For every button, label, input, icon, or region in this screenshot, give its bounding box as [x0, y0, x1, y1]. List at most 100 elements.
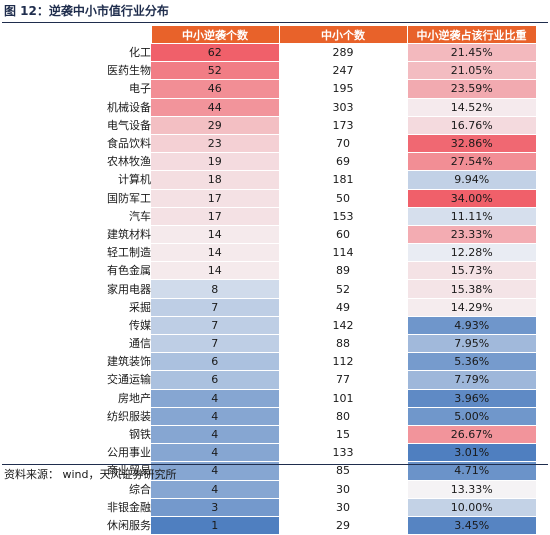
share-cell: 11.11% [407, 207, 536, 226]
industry-cell: 房地产 [30, 389, 151, 408]
count-cell: 7 [151, 298, 279, 317]
industry-cell: 建筑材料 [30, 225, 151, 245]
table-row: 轻工制造 14 114 12.28% [30, 243, 536, 263]
industry-cell: 计算机 [30, 170, 151, 190]
share-cell: 7.95% [407, 334, 536, 354]
share-cell: 34.00% [407, 189, 536, 208]
total-cell: 70 [278, 134, 408, 154]
industry-cell: 汽车 [30, 207, 151, 226]
count-cell: 6 [151, 352, 279, 372]
table-row: 家用电器 8 52 15.38% [30, 279, 536, 299]
count-cell: 4 [151, 461, 279, 481]
total-cell: 30 [278, 480, 408, 499]
table-row: 国防军工 17 50 34.00% [30, 189, 536, 208]
industry-cell: 农林牧渔 [30, 152, 151, 172]
industry-cell: 有色金属 [30, 261, 151, 281]
table-row: 公用事业 4 133 3.01% [30, 443, 536, 463]
industry-cell: 钢铁 [30, 425, 151, 445]
total-cell: 60 [278, 225, 408, 245]
total-cell: 85 [278, 461, 408, 481]
share-cell: 3.45% [407, 516, 536, 535]
share-cell: 5.00% [407, 407, 536, 426]
share-cell: 5.36% [407, 352, 536, 372]
industry-cell: 食品饮料 [30, 134, 151, 154]
header-industry [30, 26, 151, 44]
total-cell: 247 [278, 61, 408, 81]
total-cell: 49 [278, 298, 408, 317]
industry-table: 中小逆袭个数 中小个数 中小逆袭占该行业比重 化工 62 289 21.45% 医药生物… [30, 25, 537, 535]
industry-cell: 纺织服装 [30, 407, 151, 426]
table-row: 计算机 18 181 9.94% [30, 170, 536, 190]
count-cell: 6 [151, 370, 279, 390]
share-cell: 23.59% [407, 79, 536, 99]
total-cell: 101 [278, 389, 408, 408]
industry-cell: 非银金融 [30, 498, 151, 517]
count-cell: 1 [151, 516, 279, 535]
table-row: 房地产 4 101 3.96% [30, 389, 536, 408]
share-cell: 14.29% [407, 298, 536, 317]
share-cell: 4.71% [407, 461, 536, 481]
total-cell: 29 [278, 516, 408, 535]
table-row: 农林牧渔 19 69 27.54% [30, 152, 536, 172]
count-cell: 7 [151, 316, 279, 336]
table-row: 建筑材料 14 60 23.33% [30, 225, 536, 245]
total-cell: 50 [278, 189, 408, 208]
total-cell: 173 [278, 116, 408, 135]
industry-cell: 公用事业 [30, 443, 151, 463]
source-rule [2, 464, 548, 465]
figure-title: 图 12：逆袭中小市值行业分布 [4, 4, 169, 18]
industry-cell: 休闲服务 [30, 516, 151, 535]
total-cell: 89 [278, 261, 408, 281]
count-cell: 7 [151, 334, 279, 354]
count-cell: 14 [151, 225, 279, 245]
count-cell: 17 [151, 207, 279, 226]
count-cell: 4 [151, 443, 279, 463]
share-cell: 27.54% [407, 152, 536, 172]
count-cell: 52 [151, 61, 279, 81]
table-row: 建筑装饰 6 112 5.36% [30, 352, 536, 372]
share-cell: 3.01% [407, 443, 536, 463]
table-row: 钢铁 4 15 26.67% [30, 425, 536, 445]
total-cell: 195 [278, 79, 408, 99]
total-cell: 303 [278, 98, 408, 117]
industry-cell: 交通运输 [30, 370, 151, 390]
share-cell: 12.28% [407, 243, 536, 263]
industry-cell: 国防军工 [30, 189, 151, 208]
total-cell: 142 [278, 316, 408, 336]
industry-cell: 机械设备 [30, 98, 151, 117]
share-cell: 3.96% [407, 389, 536, 408]
total-cell: 112 [278, 352, 408, 372]
share-cell: 32.86% [407, 134, 536, 154]
count-cell: 8 [151, 279, 279, 299]
industry-cell: 商业贸易 [30, 461, 151, 481]
share-cell: 14.52% [407, 98, 536, 117]
source-note: 资料来源： wind，天风证券研究所 [4, 468, 177, 481]
count-cell: 14 [151, 261, 279, 281]
table-row: 休闲服务 1 29 3.45% [30, 516, 536, 535]
table-row: 有色金属 14 89 15.73% [30, 261, 536, 281]
count-cell: 4 [151, 389, 279, 408]
count-cell: 4 [151, 425, 279, 445]
count-cell: 17 [151, 189, 279, 208]
count-cell: 62 [151, 43, 279, 63]
share-cell: 13.33% [407, 480, 536, 499]
count-cell: 18 [151, 170, 279, 190]
table-body: 化工 62 289 21.45% 医药生物 52 247 21.05% 电子 46 195 23.59… [30, 43, 536, 535]
table-header-row: 中小逆袭个数 中小个数 中小逆袭占该行业比重 [30, 25, 537, 44]
count-cell: 44 [151, 98, 279, 117]
table-row: 纺织服装 4 80 5.00% [30, 407, 536, 426]
table-row: 汽车 17 153 11.11% [30, 207, 536, 226]
total-cell: 52 [278, 279, 408, 299]
table-row: 非银金融 3 30 10.00% [30, 498, 536, 517]
count-cell: 14 [151, 243, 279, 263]
share-cell: 21.05% [407, 61, 536, 81]
table-row: 化工 62 289 21.45% [30, 43, 536, 63]
total-cell: 114 [278, 243, 408, 263]
industry-cell: 传媒 [30, 316, 151, 336]
total-cell: 69 [278, 152, 408, 172]
total-cell: 30 [278, 498, 408, 517]
total-cell: 15 [278, 425, 408, 445]
header-share: 中小逆袭占该行业比重 [406, 25, 537, 44]
share-cell: 23.33% [407, 225, 536, 245]
title-rule [2, 22, 548, 23]
